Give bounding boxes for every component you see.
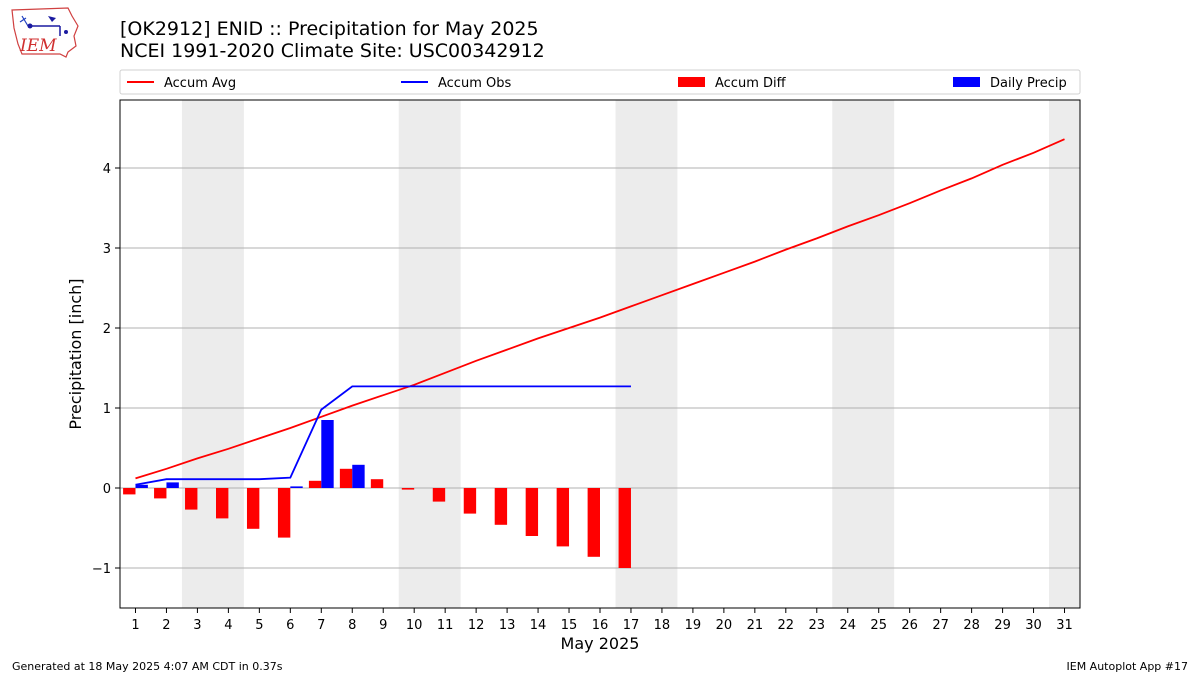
x-tick-label: 1 — [131, 618, 139, 633]
legend-box — [119, 69, 1081, 95]
weekend-band — [1049, 100, 1080, 608]
x-tick-label: 16 — [592, 618, 609, 633]
x-tick-label: 31 — [1056, 618, 1073, 633]
x-tick-label: 9 — [379, 618, 387, 633]
x-tick-label: 28 — [963, 618, 980, 633]
legend-label: Accum Obs — [438, 76, 511, 91]
legend: Accum Avg Accum Obs Accum Diff Daily Precip — [119, 69, 1081, 95]
accum-diff-bar — [618, 488, 631, 568]
daily-precip-bar — [135, 484, 148, 488]
y-tick-label: 2 — [103, 322, 111, 337]
legend-label: Daily Precip — [990, 76, 1067, 91]
legend-label: Accum Diff — [715, 76, 787, 91]
x-tick-label: 25 — [870, 618, 887, 633]
accum-diff-bar — [556, 488, 570, 547]
weekend-band — [181, 100, 244, 608]
x-tick-label: 11 — [437, 618, 454, 633]
x-tick-label: 12 — [468, 618, 485, 633]
y-tick-label: 3 — [103, 242, 111, 257]
accum-diff-bar — [432, 488, 446, 502]
accum-diff-bar — [123, 488, 136, 495]
accum-diff-bar — [494, 488, 508, 525]
y-tick-label: 0 — [103, 482, 111, 497]
x-tick-label: 17 — [623, 618, 640, 633]
chart-title: [OK2912] ENID :: Precipitation for May 2… — [120, 18, 539, 40]
legend-label: Accum Avg — [164, 76, 236, 91]
x-tick-label: 23 — [809, 618, 826, 633]
daily-precip-bar — [166, 482, 179, 488]
x-tick-label: 26 — [901, 618, 918, 633]
x-tick-label: 29 — [994, 618, 1011, 633]
x-tick-label: 30 — [1025, 618, 1042, 633]
x-tick-label: 13 — [499, 618, 516, 633]
daily-precip-bar — [321, 420, 334, 488]
x-tick-label: 3 — [193, 618, 201, 633]
accum-diff-bar — [277, 488, 291, 538]
iem-logo-graphic: IEM — [11, 7, 79, 58]
accum-diff-bar — [587, 488, 600, 557]
legend-swatch-bar — [678, 77, 705, 87]
x-tick-label: 5 — [255, 618, 263, 633]
daily-precip-bar — [290, 486, 303, 488]
accum-diff-bar — [154, 488, 167, 499]
x-tick-label: 14 — [530, 618, 547, 633]
accum-diff-bar — [339, 468, 353, 488]
accum-diff-bar — [308, 480, 322, 488]
x-tick-label: 7 — [317, 618, 325, 633]
x-tick-label: 19 — [685, 618, 702, 633]
x-tick-label: 21 — [747, 618, 764, 633]
weekend-band — [832, 100, 895, 608]
x-tick-label: 10 — [406, 618, 423, 633]
accum-diff-bar — [185, 488, 198, 510]
y-tick-label: −1 — [92, 562, 111, 577]
x-tick-label: 8 — [348, 618, 356, 633]
y-axis-label: Precipitation [inch] — [66, 278, 85, 429]
x-tick-label: 6 — [286, 618, 294, 633]
daily-precip-bar — [352, 464, 365, 488]
y-tick-label: 1 — [103, 402, 111, 417]
accum-diff-bar — [401, 488, 415, 490]
chart-subtitle: NCEI 1991-2020 Climate Site: USC00342912 — [120, 40, 545, 62]
accum-diff-bar — [525, 488, 539, 536]
iem-logo: IEM — [8, 6, 80, 58]
x-tick-label: 15 — [561, 618, 578, 633]
legend-swatch-bar — [953, 77, 980, 87]
x-tick-label: 27 — [932, 618, 949, 633]
x-tick-label: 4 — [224, 618, 232, 633]
accum-avg-line — [135, 138, 1065, 480]
x-axis-label: May 2025 — [561, 634, 640, 653]
footer-app: IEM Autoplot App #17 — [1066, 660, 1189, 673]
x-tick-label: 18 — [654, 618, 671, 633]
x-tick-label: 20 — [716, 618, 733, 633]
logo-text: IEM — [19, 36, 57, 56]
x-tick-label: 22 — [778, 618, 795, 633]
accum-diff-bar — [246, 488, 260, 529]
accum-diff-bar — [370, 479, 384, 488]
accum-diff-bar — [216, 488, 229, 519]
x-tick-label: 24 — [839, 618, 856, 633]
y-tick-label: 4 — [103, 162, 111, 177]
weekend-band — [398, 100, 461, 608]
accum-obs-line — [135, 385, 631, 486]
accum-diff-bar — [463, 488, 477, 514]
x-tick-label: 2 — [162, 618, 170, 633]
footer-generated: Generated at 18 May 2025 4:07 AM CDT in … — [12, 660, 283, 673]
